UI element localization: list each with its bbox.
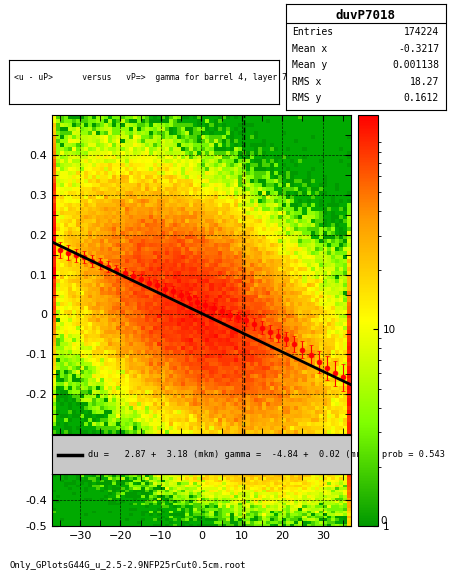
Text: RMS y: RMS y	[292, 93, 321, 104]
Text: <u - uP>      versus   vP=>  gamma for barrel 4, layer 7 ladder 18, all wafers: <u - uP> versus vP=> gamma for barrel 4,…	[14, 73, 395, 82]
Text: Mean x: Mean x	[292, 44, 328, 54]
Text: RMS x: RMS x	[292, 77, 321, 87]
Text: 174224: 174224	[404, 28, 439, 37]
Text: 0.001138: 0.001138	[392, 60, 439, 70]
Text: duvP7018: duvP7018	[336, 9, 396, 22]
Text: Mean y: Mean y	[292, 60, 328, 70]
Text: du =   2.87 +  3.18 (mkm) gamma =  -4.84 +  0.02 (mrad) prob = 0.543: du = 2.87 + 3.18 (mkm) gamma = -4.84 + 0…	[88, 450, 445, 459]
Text: 0.1612: 0.1612	[404, 93, 439, 104]
Text: Only_GPlotsG44G_u_2.5-2.9NFP25rCut0.5cm.root: Only_GPlotsG44G_u_2.5-2.9NFP25rCut0.5cm.…	[9, 561, 246, 570]
Text: -0.3217: -0.3217	[398, 44, 439, 54]
Text: Entries: Entries	[292, 28, 333, 37]
Text: 0: 0	[380, 516, 387, 526]
Text: 18.27: 18.27	[410, 77, 439, 87]
